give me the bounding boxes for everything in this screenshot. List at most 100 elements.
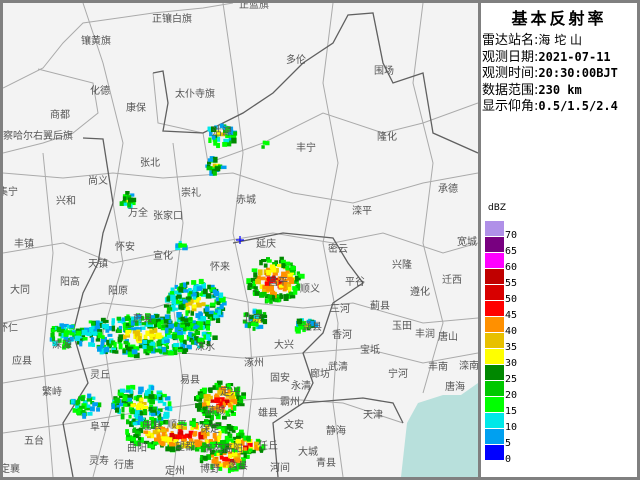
echo-pixel [131,327,137,331]
echo-pixel [172,423,176,429]
echo-pixel [286,281,291,287]
place-label: 曲阳 [127,443,147,454]
echo-pixel [207,161,212,165]
echo-pixel [131,349,138,355]
echo-pixel [209,395,213,400]
echo-pixel [212,156,218,163]
echo-pixel [166,307,173,311]
echo-pixel [101,336,107,343]
echo-pixel [224,399,230,404]
echo-pixel [176,294,182,299]
echo-pixel [89,406,95,412]
echo-pixel [219,454,224,458]
echo-pixel [285,261,291,265]
echo-pixel [185,310,189,316]
echo-pixel [255,275,261,281]
echo-pixel [68,330,73,334]
echo-pixel [203,394,210,398]
echo-pixel [142,405,149,410]
place-label: 滦平 [352,206,372,217]
echo-pixel [135,396,142,402]
echo-pixel [199,457,204,464]
echo-pixel [165,420,169,425]
echo-pixel [265,285,271,292]
echo-pixel [229,466,235,472]
echo-pixel [160,420,164,425]
echo-pixel [126,195,132,200]
echo-pixel [213,314,218,319]
echo-pixel [254,441,259,445]
echo-pixel [283,296,289,302]
echo-pixel [229,395,236,400]
echo-pixel [238,447,243,453]
echo-pixel [206,341,211,347]
echo-pixel [190,310,195,316]
echo-pixel [91,343,96,347]
echo-pixel [80,396,85,402]
place-label: 博野 [200,464,220,475]
echo-pixel [107,343,113,348]
echo-pixel [294,275,299,282]
legend-swatch-15 [485,397,504,412]
echo-pixel [135,346,140,351]
echo-pixel [57,338,62,343]
echo-pixel [118,343,123,350]
echo-pixel [159,319,164,325]
echo-pixel [97,332,103,339]
echo-pixel [223,129,228,134]
echo-pixel [148,406,153,412]
place-label: 清苑 [203,444,223,455]
echo-pixel [224,435,230,442]
echo-pixel [188,321,195,328]
echo-pixel [172,349,178,356]
echo-pixel [217,309,222,316]
echo-pixel [207,126,212,132]
echo-pixel [169,441,175,447]
legend-label: 10 [505,422,518,433]
echo-pixel [158,438,164,444]
echo-pixel [64,343,71,349]
echo-pixel [243,452,247,458]
place-label: 固安 [270,373,290,384]
place-label: 静海 [326,426,346,437]
echo-pixel [148,394,155,399]
echo-pixel [216,130,221,137]
echo-pixel [272,270,278,276]
echo-pixel [227,129,234,135]
echo-pixel [312,323,319,328]
echo-pixel [282,288,287,292]
echo-pixel [228,402,232,408]
echo-pixel [138,333,143,338]
place-label: 丰镇 [14,239,34,250]
echo-pixel [215,461,222,467]
echo-pixel [116,316,122,321]
echo-pixel [100,344,104,351]
echo-pixel [61,332,66,337]
echo-pixel [279,256,284,262]
echo-pixel [228,438,234,442]
echo-pixel [287,274,293,280]
echo-pixel [264,294,270,299]
echo-pixel [140,326,146,330]
echo-pixel [150,385,155,391]
echo-pixel [199,340,206,345]
echo-pixel [107,326,113,331]
place-label: 天镇 [88,259,108,270]
place-label: 蓟县 [370,301,390,312]
echo-pixel [154,322,158,328]
echo-pixel [61,328,65,332]
echo-pixel [149,337,153,341]
echo-pixel [297,273,302,278]
echo-pixel [161,338,167,344]
echo-pixel [225,134,231,139]
echo-pixel [251,268,258,273]
echo-pixel [211,410,218,415]
echo-pixel [215,404,220,410]
echo-pixel [134,420,141,426]
legend-label: 45 [505,310,518,321]
echo-pixel [132,418,136,422]
echo-pixel [222,125,228,130]
echo-pixel [145,350,150,356]
radar-map[interactable]: 正镶白旗 正蓝旗 镶黄旗 多伦 化德 康保 太仆寺旗 围场 商都 察哈尔右翼后旗 沽源 隆化 丰宁 张北尚… [3,3,478,477]
echo-pixel [127,202,132,208]
